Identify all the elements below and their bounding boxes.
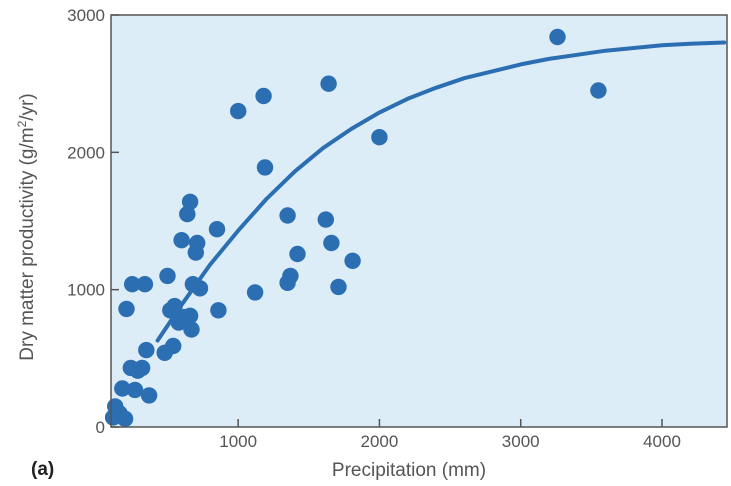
- data-point: [371, 129, 388, 146]
- data-point: [255, 87, 272, 105]
- y-tick-label: 2000: [67, 143, 105, 162]
- y-axis-tick-labels: 0 1000 2000 3000: [67, 6, 105, 437]
- data-point: [116, 410, 134, 427]
- x-tick-label: 2000: [361, 432, 399, 451]
- y-axis-label: Dry matter productivity (g/m2/yr): [15, 93, 38, 360]
- plot-frame: [110, 14, 728, 428]
- data-point: [317, 211, 334, 228]
- data-point: [320, 75, 337, 92]
- x-tick-label: 1000: [219, 432, 257, 451]
- plot-area: [111, 15, 727, 427]
- data-point: [181, 307, 199, 324]
- data-point: [590, 82, 607, 99]
- y-axis-label-superscript: 2: [15, 120, 29, 127]
- data-point: [179, 205, 196, 223]
- data-point: [118, 300, 135, 318]
- data-point: [165, 337, 182, 355]
- y-tick-label: 1000: [67, 281, 105, 300]
- data-point: [246, 284, 264, 301]
- data-point: [183, 321, 200, 338]
- data-point: [330, 278, 347, 296]
- data-point: [124, 276, 141, 293]
- data-point: [173, 232, 190, 249]
- fitted-curve: [155, 40, 727, 343]
- data-point: [136, 276, 154, 293]
- data-point: [181, 193, 199, 210]
- data-point: [166, 297, 183, 315]
- data-point: [323, 234, 340, 252]
- data-point: [114, 380, 131, 397]
- x-tick-label: 4000: [643, 432, 681, 451]
- data-point: [256, 159, 274, 176]
- data-point: [191, 280, 209, 297]
- x-tick-label: 3000: [502, 432, 540, 451]
- data-point: [138, 341, 155, 359]
- data-point: [133, 359, 151, 377]
- x-axis-tick-labels: 1000 2000 3000 4000: [219, 432, 681, 451]
- data-point: [140, 387, 158, 404]
- data-point: [208, 221, 226, 238]
- x-axis-ticks: [237, 419, 663, 427]
- data-point: [289, 245, 306, 263]
- y-tick-label: 3000: [67, 6, 105, 25]
- data-point: [210, 302, 227, 319]
- x-axis-label: Precipitation (mm): [332, 460, 486, 481]
- data-point: [126, 381, 144, 399]
- data-point: [282, 267, 299, 285]
- y-tick-label: 0: [96, 418, 105, 437]
- panel-label: (a): [31, 459, 54, 480]
- data-point: [549, 28, 566, 46]
- data-point: [230, 102, 247, 120]
- y-axis-label-main: Dry matter productivity (g/m: [17, 127, 38, 360]
- data-point: [189, 234, 206, 252]
- data-point: [344, 252, 361, 269]
- y-axis-label-suffix: /yr): [17, 93, 38, 120]
- data-point: [159, 267, 176, 285]
- data-point: [279, 207, 296, 224]
